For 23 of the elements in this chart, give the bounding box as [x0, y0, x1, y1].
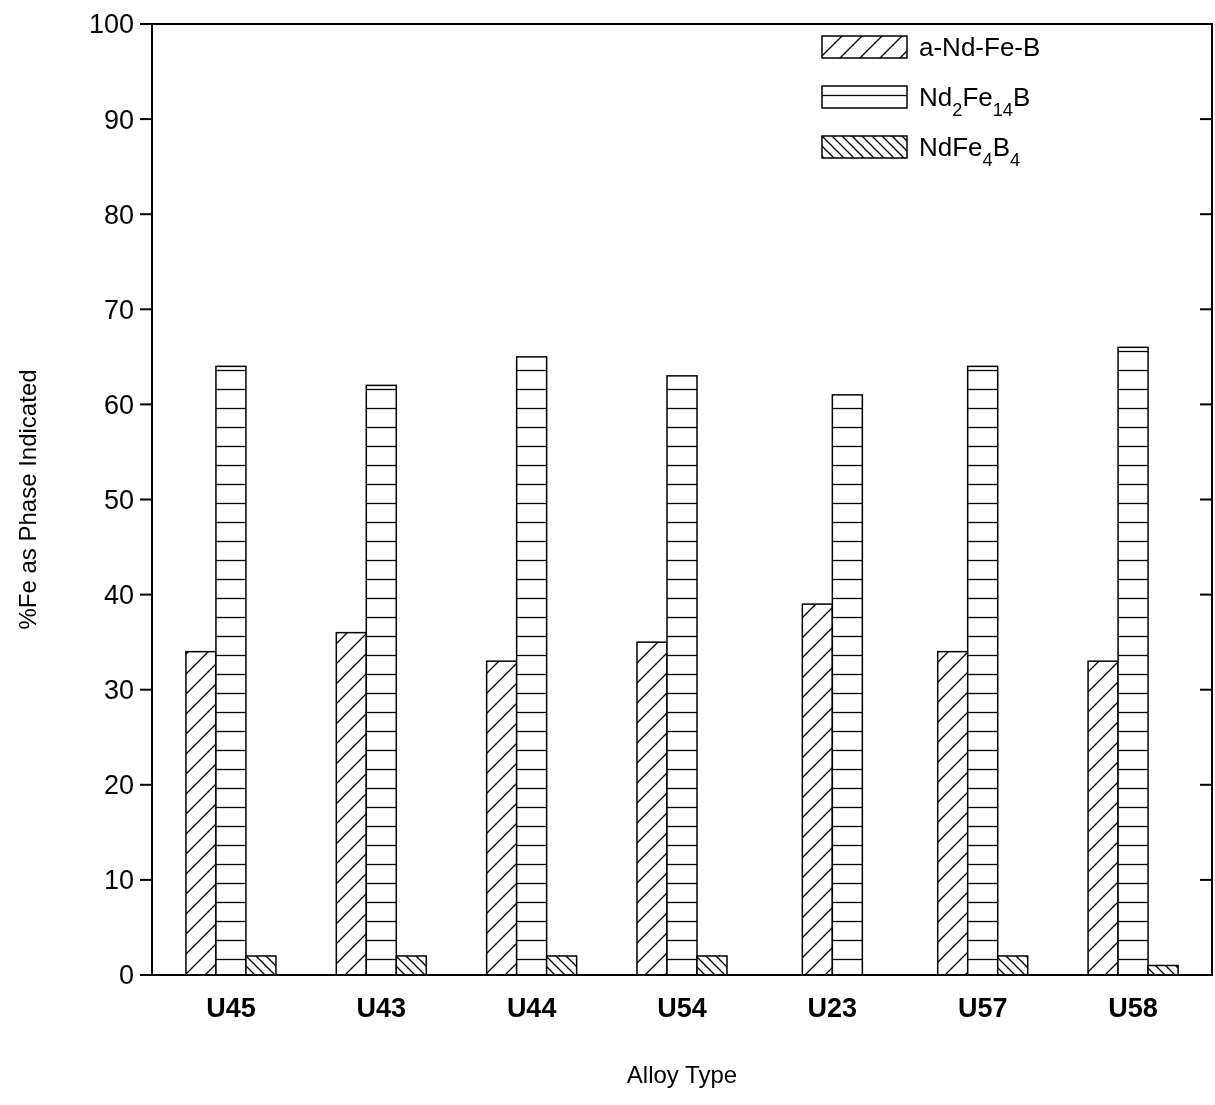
x-tick-label: U43 [356, 993, 407, 1023]
y-tick-label: 30 [103, 675, 134, 706]
x-tick-label: U44 [506, 993, 557, 1023]
y-tick-label: 20 [103, 770, 134, 801]
y-tick-label: 90 [103, 104, 134, 135]
y-tick-label: 10 [103, 865, 134, 896]
y-tick-label: 0 [118, 960, 134, 991]
y-tick-label: 100 [88, 9, 134, 40]
x-tick-label: U45 [206, 993, 256, 1023]
legend-label: Nd$_{2}$Fe$_{14}$B [919, 82, 1031, 120]
x-axis-title: Alloy Type [626, 1061, 738, 1088]
legend-label: a-Nd-Fe-B [919, 32, 1041, 62]
y-tick-label: 80 [103, 199, 134, 230]
y-tick-label: 60 [103, 389, 134, 420]
y-tick-label: 50 [103, 484, 134, 515]
y-axis-title: %Fe as Phase Indicated [14, 369, 41, 630]
x-tick-label: U58 [1108, 993, 1158, 1023]
y-tick-label: 40 [103, 580, 134, 611]
x-tick-label: U23 [807, 993, 858, 1023]
x-tick-label: U54 [657, 993, 707, 1023]
legend-label: NdFe$_{4}$B$_{4}$ [919, 132, 1021, 170]
x-tick-label: U57 [957, 993, 1008, 1023]
y-tick-label: 70 [103, 294, 134, 325]
